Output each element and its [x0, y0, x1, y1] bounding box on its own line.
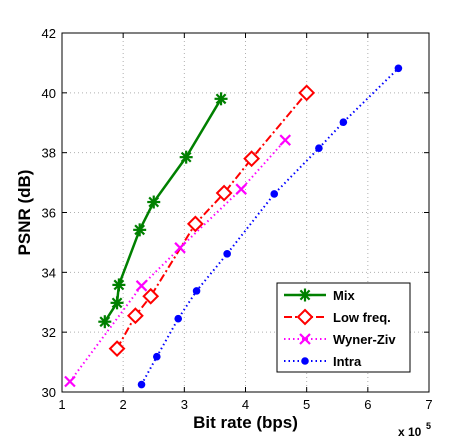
legend: Mix Low freq. Wyner-Ziv Intra	[276, 282, 411, 373]
data-point	[98, 315, 112, 329]
data-point	[174, 314, 183, 323]
data-point	[186, 215, 204, 233]
data-point	[137, 380, 146, 389]
series-line	[69, 139, 287, 383]
x-axis-title: Bit rate (bps)	[193, 413, 298, 432]
y-tick-label: 36	[42, 206, 56, 221]
y-axis-title: PSNR (dB)	[15, 170, 34, 256]
data-point	[110, 296, 124, 310]
data-point	[215, 184, 233, 202]
legend-label: Low freq.	[333, 310, 391, 325]
x-tick-label: 7	[425, 397, 432, 412]
data-point	[279, 134, 292, 146]
y-tick-label: 42	[42, 26, 56, 41]
x-tick-label: 2	[120, 397, 127, 412]
x-tick-label: 5	[303, 397, 310, 412]
series-mix	[98, 92, 228, 329]
data-point	[142, 287, 160, 305]
y-tick-label: 30	[42, 385, 56, 400]
x-tick-label: 6	[364, 397, 371, 412]
data-point	[270, 190, 279, 198]
legend-marker	[301, 357, 309, 365]
series-intra	[137, 64, 403, 389]
x-multiplier-label: x 10	[398, 425, 422, 439]
x-tick-label: 1	[58, 397, 65, 412]
data-point	[315, 144, 323, 152]
legend-marker	[298, 288, 312, 302]
legend-marker	[296, 308, 314, 326]
data-point	[108, 340, 126, 358]
data-point	[112, 278, 126, 292]
data-point	[223, 249, 231, 258]
data-point	[298, 84, 316, 102]
data-point	[153, 352, 161, 361]
legend-box	[276, 282, 411, 373]
data-point	[179, 150, 193, 164]
series-low-freq-	[108, 84, 316, 358]
data-point	[243, 150, 261, 168]
legend-label: Mix	[333, 288, 355, 303]
data-point	[126, 307, 144, 325]
data-point	[214, 92, 228, 106]
data-point	[135, 280, 148, 292]
y-tick-label: 34	[42, 265, 56, 280]
x-tick-label: 4	[242, 397, 249, 412]
y-tick-label: 40	[42, 86, 56, 101]
series-line	[140, 67, 400, 386]
legend-label: Intra	[333, 354, 362, 369]
y-tick-label: 38	[42, 146, 56, 161]
data-point	[147, 195, 161, 209]
data-point	[64, 375, 76, 388]
x-multiplier-exponent: 5	[426, 421, 431, 431]
y-tick-label: 32	[42, 325, 56, 340]
legend-label: Wyner-Ziv	[333, 332, 396, 347]
series-wyner-ziv	[64, 134, 292, 388]
data-point	[133, 223, 147, 237]
data-point	[394, 64, 403, 73]
x-tick-label: 3	[181, 397, 188, 412]
data-point	[339, 118, 348, 126]
data-point	[192, 287, 201, 295]
data-point	[235, 183, 247, 195]
data-point	[174, 242, 186, 254]
series-layer	[64, 64, 403, 389]
legend-marker	[299, 333, 311, 345]
